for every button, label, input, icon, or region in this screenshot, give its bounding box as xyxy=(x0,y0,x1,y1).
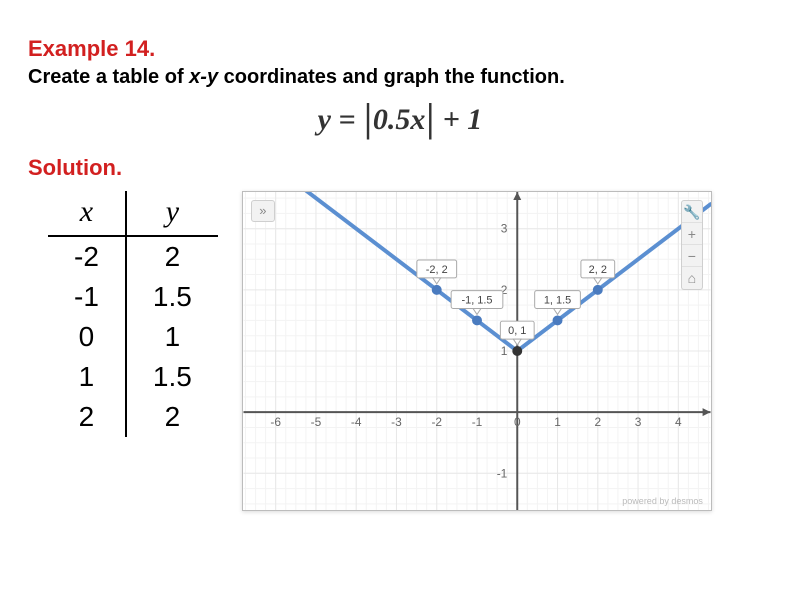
svg-text:4: 4 xyxy=(675,415,682,429)
svg-text:-4: -4 xyxy=(351,415,362,429)
table-row: -22 xyxy=(48,236,218,277)
svg-text:-2: -2 xyxy=(431,415,442,429)
wrench-icon[interactable]: 🔧 xyxy=(682,201,702,223)
table-row: 01 xyxy=(48,317,218,357)
eq-lhs: y xyxy=(318,103,331,136)
instr-prefix: Create a table of xyxy=(28,66,189,88)
svg-text:-1: -1 xyxy=(472,415,483,429)
xy-table: x y -22 -11.5 01 11.5 22 xyxy=(48,191,218,437)
eq-sign: = xyxy=(331,103,363,136)
graph-panel: » 🔧 + − ⌂ -6-5-4-3-2-101234-1123-2, 2-1,… xyxy=(242,191,712,511)
eq-coef: 0.5 xyxy=(373,103,411,136)
eq-var: x xyxy=(410,103,425,136)
svg-text:3: 3 xyxy=(501,222,508,236)
zoom-in-button[interactable]: + xyxy=(682,223,702,245)
desmos-credit: powered by desmos xyxy=(622,496,703,506)
svg-text:1: 1 xyxy=(501,344,508,358)
solution-label: Solution. xyxy=(28,155,772,181)
svg-text:3: 3 xyxy=(635,415,642,429)
graph-tools: 🔧 + − ⌂ xyxy=(681,200,703,290)
svg-text:1: 1 xyxy=(554,415,561,429)
svg-text:2, 2: 2, 2 xyxy=(589,264,607,276)
graph-svg[interactable]: -6-5-4-3-2-101234-1123-2, 2-1, 1.50, 11,… xyxy=(243,192,711,510)
expand-button[interactable]: » xyxy=(251,200,275,222)
svg-text:-3: -3 xyxy=(391,415,402,429)
svg-text:-6: -6 xyxy=(270,415,281,429)
svg-text:-5: -5 xyxy=(310,415,321,429)
table-row: 11.5 xyxy=(48,357,218,397)
equation: y = |0.5x| + 1 xyxy=(28,103,772,137)
instr-suffix: coordinates and graph the function. xyxy=(218,66,565,88)
svg-text:-1, 1.5: -1, 1.5 xyxy=(461,295,492,307)
table-header-x: x xyxy=(48,191,126,236)
svg-text:1, 1.5: 1, 1.5 xyxy=(544,295,571,307)
svg-text:0, 1: 0, 1 xyxy=(508,325,526,337)
table-row: -11.5 xyxy=(48,277,218,317)
svg-text:-1: -1 xyxy=(497,466,508,480)
table-row: 22 xyxy=(48,397,218,437)
table-header-y: y xyxy=(126,191,218,236)
svg-text:0: 0 xyxy=(514,415,521,429)
home-button[interactable]: ⌂ xyxy=(682,267,702,289)
example-label: Example 14. xyxy=(28,36,772,62)
instruction-text: Create a table of x-y coordinates and gr… xyxy=(28,66,772,89)
eq-tail: + 1 xyxy=(435,103,482,136)
instr-ital: x-y xyxy=(189,66,218,88)
svg-text:-2, 2: -2, 2 xyxy=(426,264,448,276)
svg-text:2: 2 xyxy=(594,415,601,429)
zoom-out-button[interactable]: − xyxy=(682,245,702,267)
